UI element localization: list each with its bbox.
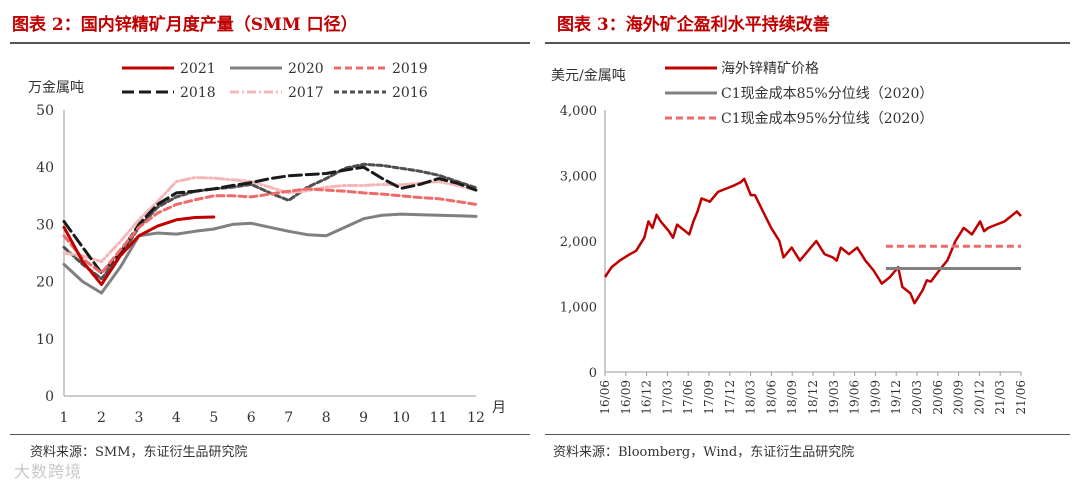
left-x-tick-label: 7 (284, 410, 293, 426)
left-chart-title: 图表 2：国内锌精矿月度产量（SMM 口径） (12, 15, 358, 35)
right-legend-label: C1现金成本95%分位线（2020） (721, 111, 933, 127)
left-legend-label: 2016 (392, 85, 428, 101)
left-series-line-2019 (62, 187, 478, 275)
right-x-tick-label: 16/09 (619, 380, 633, 415)
left-x-tick-label: 8 (322, 410, 331, 426)
right-x-tick-label: 20/09 (952, 380, 966, 415)
left-legend-label: 2018 (180, 85, 216, 101)
right-x-tick-label: 17/09 (702, 380, 716, 415)
left-x-tick-label: 2 (97, 410, 106, 426)
right-legend-label: C1现金成本85%分位线（2020） (721, 86, 933, 102)
right-x-tick-label: 16/12 (640, 380, 654, 415)
left-y-tick-label: 50 (36, 103, 54, 119)
right-x-tick-label: 19/03 (827, 380, 841, 415)
left-series-line-2016 (62, 162, 478, 281)
left-x-tick-label: 1 (60, 410, 69, 426)
right-x-tick-label: 17/06 (681, 380, 695, 415)
right-x-tick-label: 21/06 (1014, 380, 1028, 415)
left-y-tick-label: 0 (45, 389, 54, 405)
left-y-tick-label: 40 (36, 160, 54, 176)
left-y-axis-label: 万金属吨 (28, 80, 84, 96)
left-y-tick-label: 10 (36, 332, 54, 348)
left-source-rule (10, 434, 530, 435)
right-x-tick-label: 19/06 (848, 380, 862, 415)
left-y-tick-label: 30 (36, 217, 54, 233)
right-chart-panel: 图表 3：海外矿企盈利水平持续改善 0 1,000 2,000 3,000 4,000 1… (545, 0, 1080, 492)
right-x-tick-label: 20/06 (931, 380, 945, 415)
right-title-rule (545, 42, 1070, 44)
right-y-tick-label: 2,000 (560, 235, 597, 250)
left-x-tick-label: 6 (247, 410, 256, 426)
right-chart-svg: 0 1,000 2,000 3,000 4,000 16/06 16/09 16/12 17/0… (551, 61, 1028, 415)
right-y-tick-label: 4,000 (560, 104, 597, 119)
right-x-tick-label: 18/12 (806, 380, 820, 415)
left-y-tick-label: 20 (36, 275, 54, 291)
left-x-axis-label: 月 (492, 400, 506, 416)
left-x-tick-label: 3 (134, 410, 143, 426)
left-title-rule (10, 42, 530, 44)
left-legend-label: 2021 (180, 61, 216, 77)
right-x-tick-label: 18/03 (744, 380, 758, 415)
right-y-tick-label: 1,000 (560, 301, 597, 316)
right-y-tick-label: 0 (589, 366, 597, 381)
right-y-tick-label: 3,000 (560, 170, 597, 185)
left-series-line-2017 (62, 176, 478, 264)
right-x-tick-label: 18/09 (785, 380, 799, 415)
left-x-tick-label: 5 (209, 410, 218, 426)
left-x-tick-label: 9 (359, 410, 368, 426)
left-legend-label: 2019 (392, 61, 428, 77)
right-legend-label: 海外锌精矿价格 (721, 61, 819, 77)
left-x-tick-label: 11 (430, 410, 448, 426)
right-chart-title: 图表 3：海外矿企盈利水平持续改善 (557, 15, 830, 35)
right-x-tick-label: 17/03 (660, 380, 674, 415)
right-series-line-0 (603, 177, 1022, 305)
left-series-line-2021 (62, 215, 216, 286)
right-x-tick-label: 18/06 (764, 380, 778, 415)
left-legend-label: 2020 (288, 61, 324, 77)
watermark: 大数跨境 (14, 462, 83, 481)
left-series-line-2020 (62, 212, 478, 295)
right-source: 资料来源：Bloomberg，Wind，东证衍生品研究院 (553, 445, 855, 460)
right-x-tick-label: 20/03 (910, 380, 924, 415)
left-x-tick-label: 12 (467, 410, 485, 426)
right-x-tick-label: 16/06 (598, 380, 612, 415)
right-source-rule (545, 434, 1070, 435)
right-x-tick-label: 17/12 (723, 380, 737, 415)
left-source: 资料来源：SMM，东证衍生品研究院 (30, 445, 248, 460)
right-x-tick-label: 20/12 (972, 380, 986, 415)
left-x-tick-label: 10 (392, 410, 410, 426)
right-y-axis-label: 美元/金属吨 (551, 68, 626, 84)
left-legend-label: 2017 (288, 85, 324, 101)
right-x-tick-label: 19/09 (868, 380, 882, 415)
right-x-tick-label: 21/03 (993, 380, 1007, 415)
left-x-tick-label: 4 (172, 410, 181, 426)
left-chart-panel: 图表 2：国内锌精矿月度产量（SMM 口径） 0 10 20 30 40 50 1 2 3 4 5 6… (0, 0, 530, 492)
right-x-tick-label: 19/12 (889, 380, 903, 415)
